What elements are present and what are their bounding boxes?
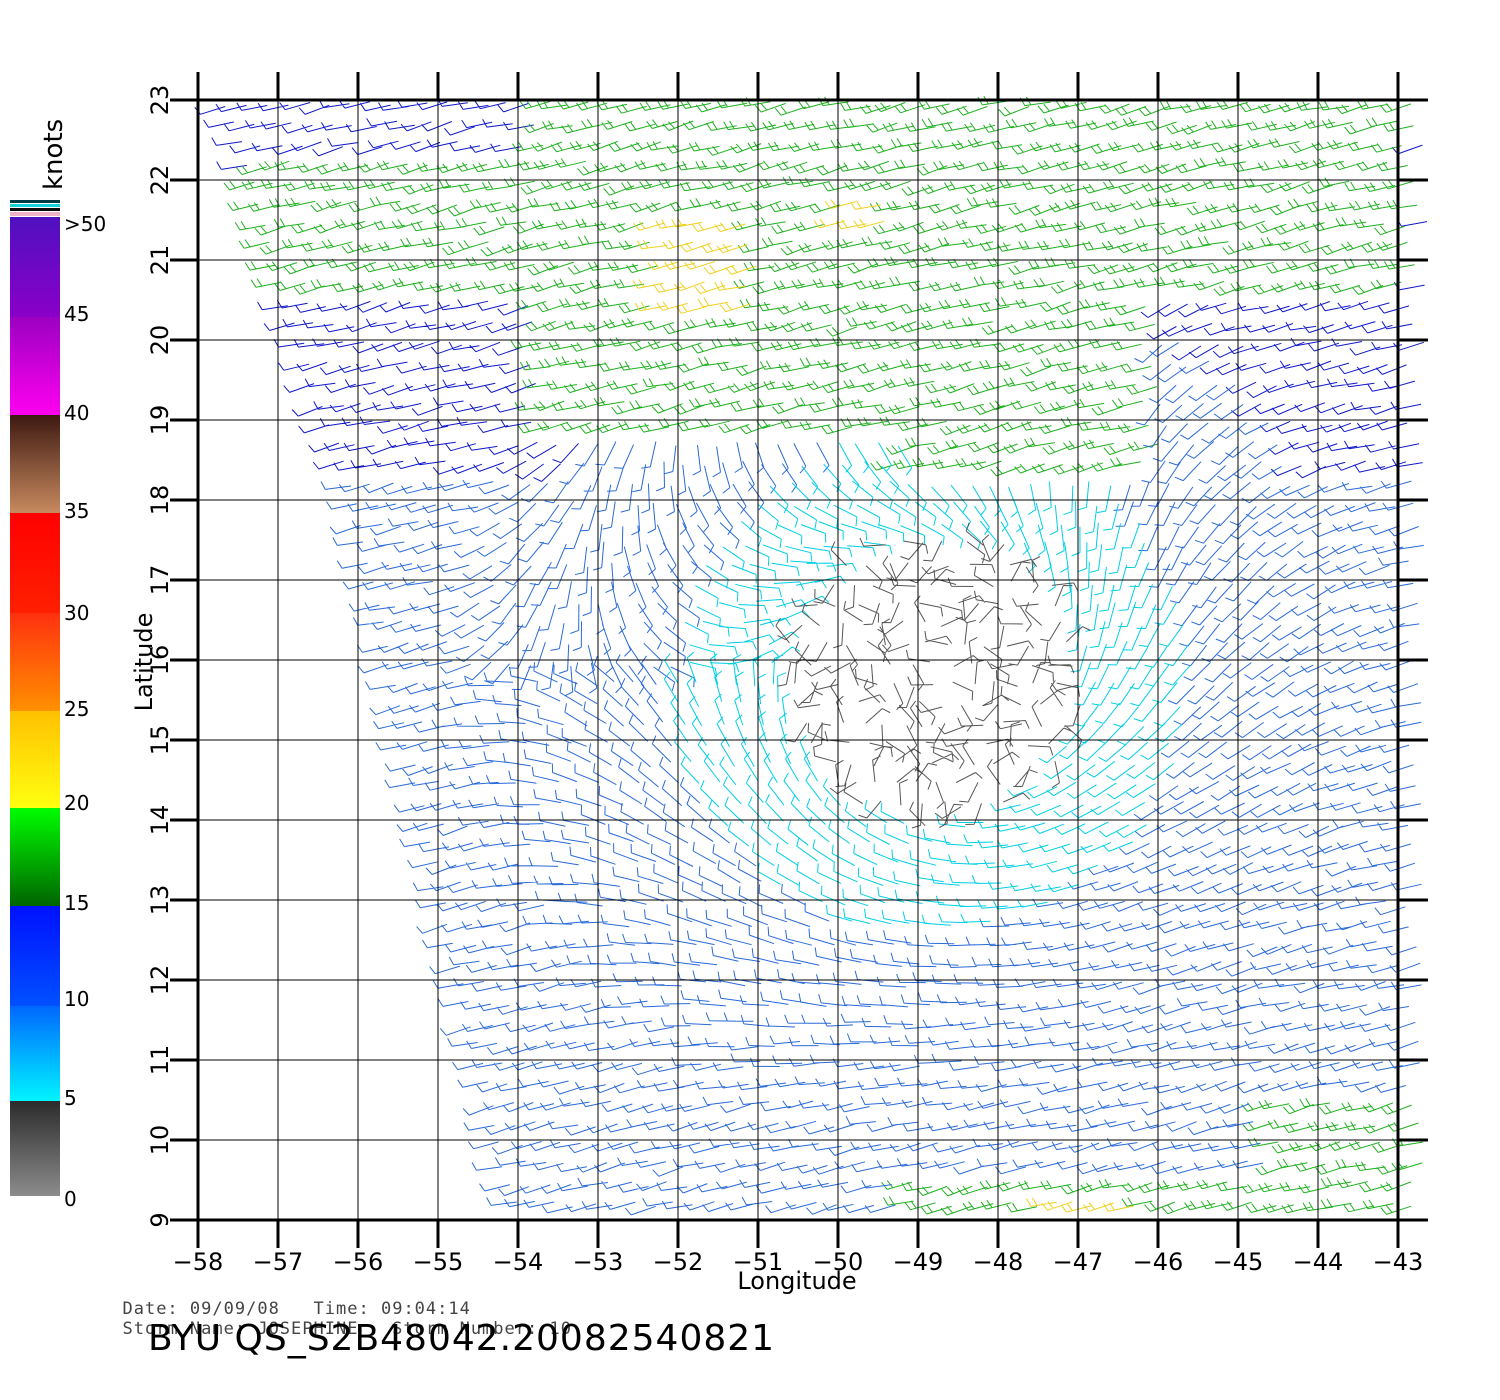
lon-tick-label: −47	[1053, 1248, 1104, 1276]
lat-lon-grid	[170, 72, 1428, 1248]
colorbar-label-0: 0	[64, 1187, 77, 1211]
colorbar-label-15: 15	[64, 891, 89, 915]
wind-barbs	[194, 95, 1428, 1216]
lat-tick-label: 12	[146, 965, 174, 996]
colorbar-label-5: 5	[64, 1086, 77, 1110]
lat-tick-label: 10	[146, 1125, 174, 1156]
lon-tick-label: −53	[573, 1248, 624, 1276]
colorbar-label-50plus: >50	[64, 212, 106, 236]
lat-tick-label: 23	[146, 85, 174, 116]
lon-tick-label: −56	[333, 1248, 384, 1276]
footer-date-line: Date: 09/09/08 Time: 09:04:14	[100, 1279, 471, 1319]
lat-tick-label: 9	[146, 1212, 174, 1227]
storm-number-value: 10	[549, 1319, 572, 1339]
lat-tick-label: 17	[146, 565, 174, 596]
colorbar-label-25: 25	[64, 697, 89, 721]
lon-tick-label: −48	[973, 1248, 1024, 1276]
colorbar-label-45: 45	[64, 302, 89, 326]
colorbar-unit: knots	[39, 119, 69, 190]
lon-tick-label: −51	[733, 1248, 784, 1276]
lon-tick-label: −55	[413, 1248, 464, 1276]
lat-tick-label: 22	[146, 165, 174, 196]
lat-tick-label: 13	[146, 885, 174, 916]
time-value: 09:04:14	[380, 1299, 471, 1319]
lon-tick-label: −58	[173, 1248, 224, 1276]
lon-tick-label: −43	[1373, 1248, 1424, 1276]
lon-tick-label: −49	[893, 1248, 944, 1276]
lon-tick-label: −44	[1293, 1248, 1344, 1276]
footer-storm-line: Storm Name: JOSEPHINE Storm Number: 10	[100, 1299, 572, 1339]
lat-tick-label: 15	[146, 725, 174, 756]
lat-tick-label: 14	[146, 805, 174, 836]
axis-tick-labels: −58 −57 −56 −55 −54 −53 −52 −51 −50 −49 −48 −47 −46 −…	[146, 85, 1423, 1276]
lat-tick-label: 19	[146, 405, 174, 436]
wind-speed-colorbar: >50 45 40 35 30 25 20 15 10 5 0 knots	[10, 119, 106, 1211]
lat-tick-label: 18	[146, 485, 174, 516]
date-label: Date:	[122, 1299, 179, 1319]
storm-number-label: Storm Number:	[392, 1319, 539, 1339]
x-axis-title: Longitude	[737, 1267, 856, 1295]
storm-name-value: JOSEPHINE	[257, 1319, 359, 1339]
time-label: Time:	[313, 1299, 370, 1319]
colorbar-label-30: 30	[64, 601, 89, 625]
colorbar-label-20: 20	[64, 791, 89, 815]
lat-tick-label: 20	[146, 325, 174, 356]
product-id: BYU QS_S2B48042.20082540821	[148, 1318, 776, 1359]
colorbar-label-35: 35	[64, 499, 89, 523]
lon-tick-label: −57	[253, 1248, 304, 1276]
colorbar-label-40: 40	[64, 401, 89, 425]
y-axis-title: Latitude	[130, 613, 158, 712]
lon-tick-label: −52	[653, 1248, 704, 1276]
colorbar-label-10: 10	[64, 987, 89, 1011]
lat-tick-label: 16	[146, 645, 174, 676]
date-value: 09/09/08	[189, 1299, 280, 1319]
lat-tick-label: 21	[146, 245, 174, 276]
lon-tick-label: −50	[813, 1248, 864, 1276]
lat-tick-label: 11	[146, 1045, 174, 1076]
lon-tick-label: −46	[1133, 1248, 1184, 1276]
lon-tick-label: −54	[493, 1248, 544, 1276]
lon-tick-label: −45	[1213, 1248, 1264, 1276]
storm-name-label: Storm Name:	[122, 1319, 247, 1339]
